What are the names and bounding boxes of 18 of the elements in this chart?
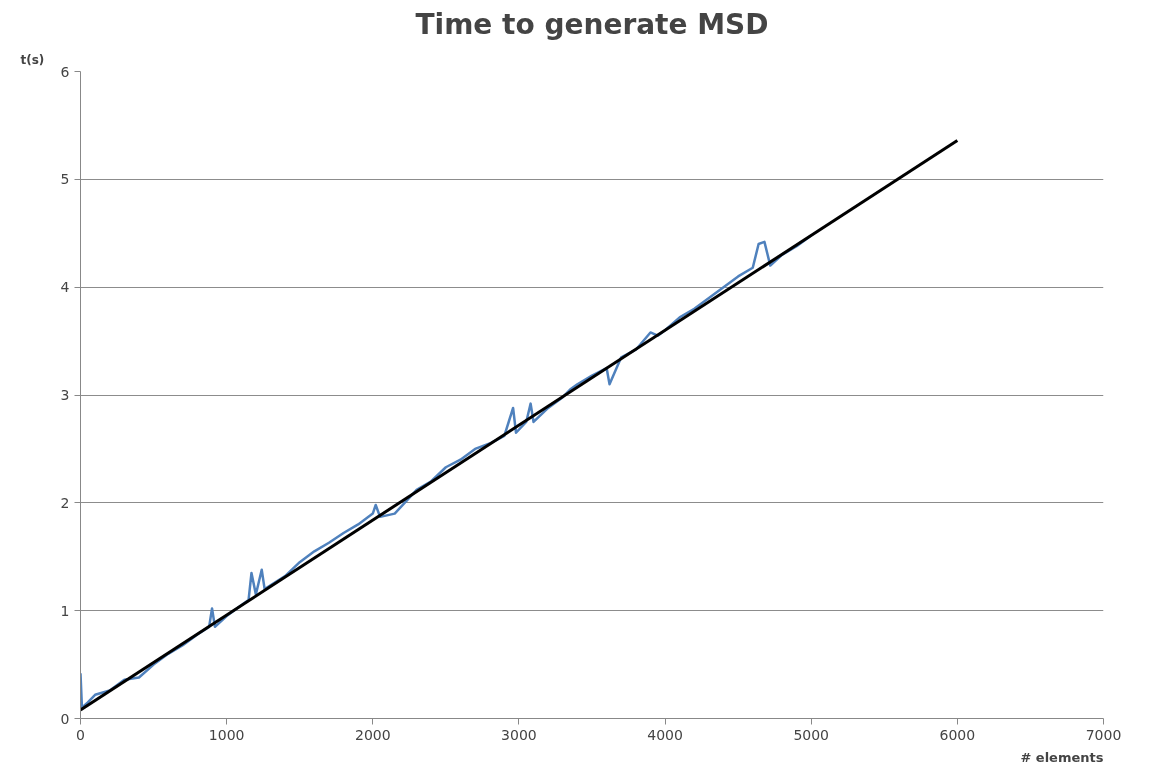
chart-title: Time to generate MSD bbox=[415, 7, 769, 41]
y-axis-title: t(s) bbox=[20, 52, 45, 67]
y-tick-label: 2 bbox=[60, 494, 70, 511]
x-tick-label: 2000 bbox=[354, 726, 391, 743]
y-tick-label: 4 bbox=[60, 279, 70, 296]
x-tick-label: 6000 bbox=[939, 726, 976, 743]
x-tick-label: 3000 bbox=[501, 726, 537, 743]
x-tick-label: 0 bbox=[76, 726, 85, 743]
y-tick-label: 3 bbox=[60, 387, 70, 403]
x-axis-title: # elements bbox=[1020, 749, 1104, 765]
x-tick-label: 4000 bbox=[647, 726, 683, 743]
x-tick-label: 1000 bbox=[208, 726, 245, 743]
y-tick-label: 0 bbox=[60, 710, 70, 727]
y-tick-label: 1 bbox=[60, 602, 70, 619]
y-tick-label: 5 bbox=[60, 171, 70, 188]
x-tick-label: 7000 bbox=[1085, 726, 1122, 743]
y-tick-label: 6 bbox=[60, 63, 70, 80]
x-tick-label: 5000 bbox=[793, 726, 830, 743]
